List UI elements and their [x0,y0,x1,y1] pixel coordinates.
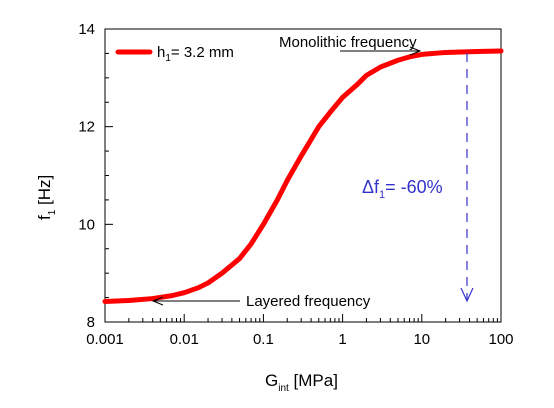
x-tick-label: 10 [413,331,430,348]
legend: h1= 3.2 mm [115,44,234,64]
y-axis-label: f1 [Hz] [35,175,58,220]
x-tick-label: 100 [488,331,513,348]
x-tick-label: 1 [338,331,346,348]
x-tick-label: 0.01 [170,331,199,348]
x-tick-label: 0.001 [86,331,124,348]
y-tick-label: 8 [87,314,95,331]
delta-arrowhead [460,287,474,303]
tick-labels: 0.001 0.01 0.1 1 10 100 8 10 12 14 [78,21,513,348]
annotations: Monolithic frequency Layered frequency Δ… [151,34,474,310]
layered-arrowhead [151,296,164,306]
y-tick-label: 14 [78,21,95,38]
x-tick-label: 0.1 [253,331,274,348]
monolithic-arrowhead [409,46,422,56]
legend-label: h1= 3.2 mm [157,44,234,64]
y-tick-label: 12 [78,119,95,136]
axis-ticks [104,28,502,323]
series-line [102,48,504,304]
layered-label: Layered frequency [246,293,371,310]
delta-label: Δf1= -60% [362,177,443,201]
x-axis-label: Gint [MPa] [265,371,338,394]
y-tick-label: 10 [78,216,95,233]
plot-frame [104,28,502,323]
monolithic-label: Monolithic frequency [279,34,417,51]
